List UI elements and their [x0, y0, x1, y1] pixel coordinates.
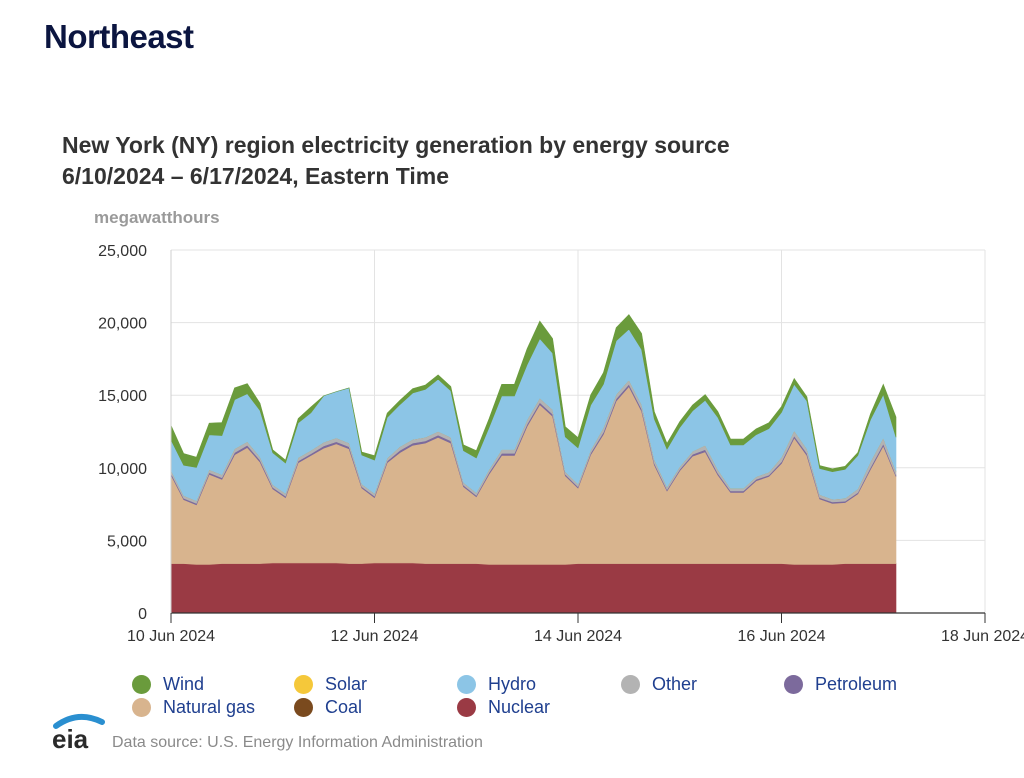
y-axis-unit-label: megawatthours	[94, 208, 220, 227]
chart-subtitle: 6/10/2024 – 6/17/2024, Eastern Time	[62, 163, 450, 189]
legend-swatch-hydro	[457, 675, 476, 694]
y-tick-label: 5,000	[107, 533, 147, 550]
series-areas	[170, 314, 897, 614]
legend-swatch-petroleum	[784, 675, 803, 694]
legend-label: Petroleum	[815, 674, 898, 694]
legend-item-other[interactable]: Other	[621, 674, 697, 695]
legend-item-solar[interactable]: Solar	[294, 674, 367, 695]
legend-item-hydro[interactable]: Hydro	[457, 674, 536, 695]
legend-swatch-solar	[294, 675, 313, 694]
chart-title-line: New York (NY) region electricity generat…	[62, 132, 730, 158]
legend-label: Other	[652, 674, 698, 694]
footer: eia Data source: U.S. Energy Information…	[50, 712, 650, 752]
legend-label: Nuclear	[488, 697, 551, 717]
area-wind	[170, 314, 897, 473]
x-tick-label: 12 Jun 2024	[330, 628, 418, 645]
x-tick-label: 10 Jun 2024	[127, 628, 215, 645]
legend-swatch-nuclear	[457, 698, 476, 717]
chart-legend: Wind Solar Hydro Other Petroleum Natural gas C…	[132, 674, 952, 720]
x-tick-label: 14 Jun 2024	[534, 628, 622, 645]
legend-item-coal[interactable]: Coal	[294, 697, 362, 718]
y-tick-label: 15,000	[98, 388, 147, 405]
y-tick-label: 25,000	[98, 243, 147, 260]
y-tick-labels: 0 5,000 10,000 15,000 20,000 25,000	[98, 243, 147, 623]
chart-title: New York (NY) region electricity generat…	[62, 130, 730, 192]
section-title: Northeast	[44, 18, 194, 55]
data-source: Data source: U.S. Energy Information Adm…	[112, 734, 483, 751]
x-tick-label: 16 Jun 2024	[737, 628, 825, 645]
legend-swatch-wind	[132, 675, 151, 694]
legend-item-wind[interactable]: Wind	[132, 674, 204, 695]
legend-item-natural-gas[interactable]: Natural gas	[132, 697, 255, 718]
x-tick-labels: 10 Jun 2024 12 Jun 2024 14 Jun 2024 16 Jun …	[127, 628, 1024, 645]
legend-label: Wind	[163, 674, 205, 694]
legend-label: Natural gas	[163, 697, 256, 717]
eia-logo-text: eia	[52, 724, 89, 752]
legend-item-nuclear[interactable]: Nuclear	[457, 697, 550, 718]
legend-label: Solar	[325, 674, 368, 694]
legend-label: Hydro	[488, 674, 537, 694]
x-tick-label: 18 Jun 2024	[941, 628, 1024, 645]
eia-logo-icon: eia	[52, 713, 105, 752]
axes	[170, 250, 986, 623]
legend-swatch-natural-gas	[132, 698, 151, 717]
y-tick-label: 10,000	[98, 461, 147, 478]
y-tick-label: 20,000	[98, 316, 147, 333]
legend-swatch-other	[621, 675, 640, 694]
area-nuclear	[170, 562, 897, 614]
legend-swatch-coal	[294, 698, 313, 717]
legend-label: Coal	[325, 697, 363, 717]
legend-item-petroleum[interactable]: Petroleum	[784, 674, 897, 695]
y-tick-label: 0	[138, 606, 147, 623]
